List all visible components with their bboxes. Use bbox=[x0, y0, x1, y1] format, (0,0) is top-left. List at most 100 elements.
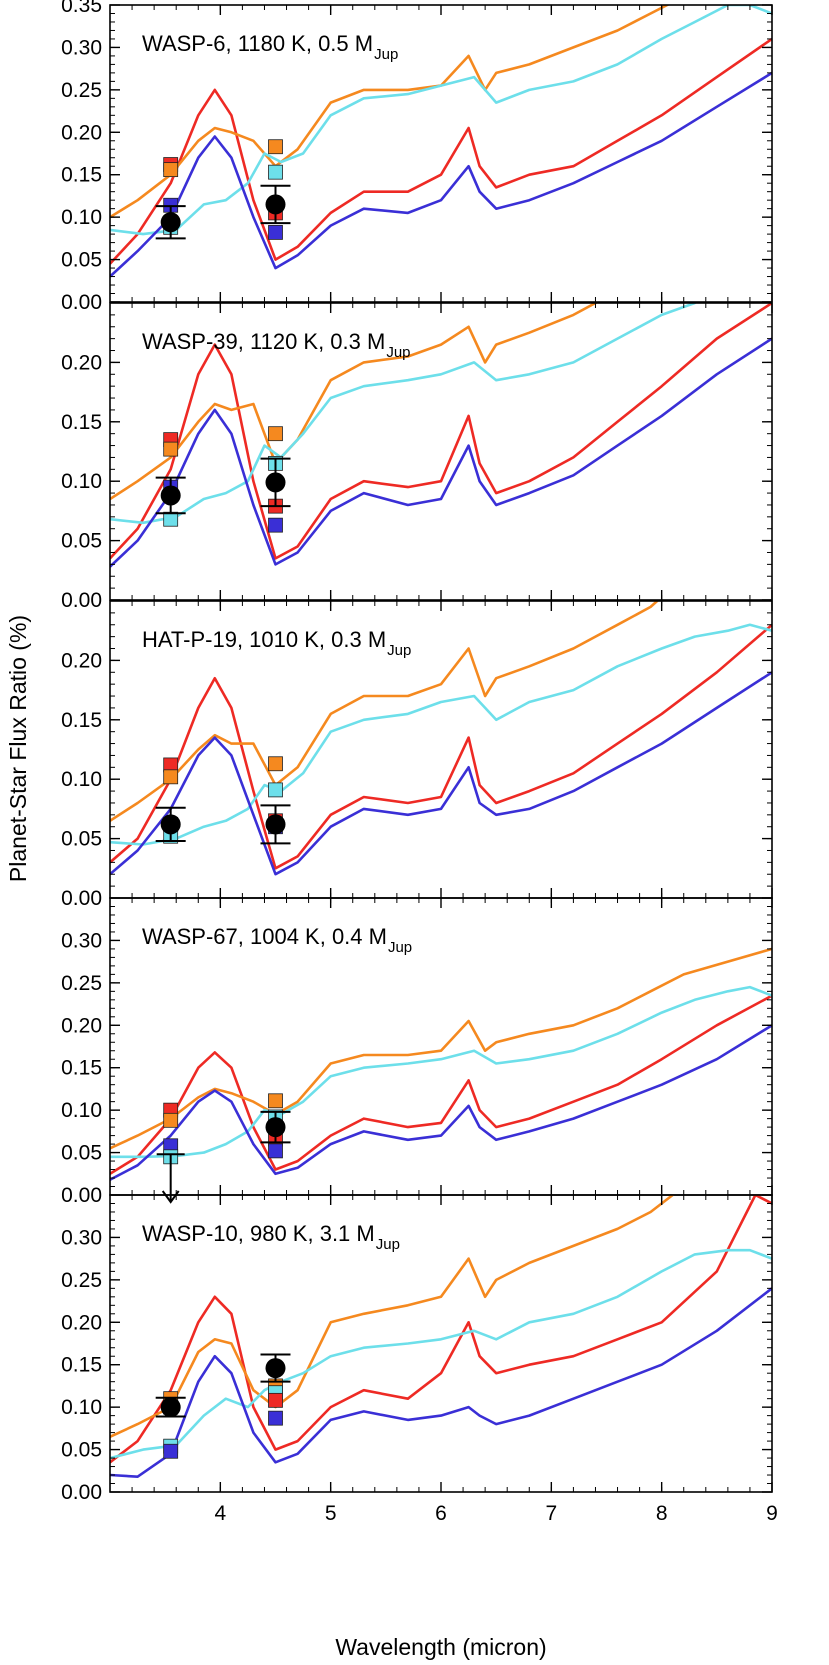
marker-cyan bbox=[268, 782, 283, 798]
series-line-blue bbox=[110, 1024, 772, 1181]
series-line-orange bbox=[110, 947, 772, 1150]
panel-wasp-6: 0.00 0.05 0.10 0.15 0.20 0.25 0.30 0.35 WASP-6, … bbox=[61, 0, 773, 314]
y-tick-label: 0.00 bbox=[61, 291, 102, 314]
panel-title-subscript: Jup bbox=[387, 642, 411, 659]
x-tick-label: 9 bbox=[766, 1502, 778, 1525]
y-tick-label: 0.20 bbox=[61, 649, 102, 672]
panel-wasp-10: 0.00 0.05 0.10 0.15 0.20 0.25 0.30 WASP-10, 980… bbox=[61, 1194, 773, 1504]
x-tick-label: 8 bbox=[656, 1502, 668, 1525]
marker-blue bbox=[268, 225, 283, 240]
panel-plot-area bbox=[110, 303, 772, 568]
marker-orange bbox=[268, 1093, 283, 1109]
y-tick-label: 0.30 bbox=[61, 929, 102, 952]
data-point bbox=[265, 194, 286, 215]
marker-blue bbox=[268, 1143, 283, 1159]
y-tick-label: 0.00 bbox=[61, 1184, 102, 1207]
y-tick-label: 0.00 bbox=[61, 589, 102, 612]
x-tick-label: 7 bbox=[545, 1502, 557, 1525]
marker-cyan bbox=[163, 511, 179, 527]
y-tick-label: 0.05 bbox=[61, 1439, 102, 1462]
panel-hat-p-19: 0.00 0.05 0.10 0.15 0.20 HAT-P-19, 1010 K, 0.… bbox=[61, 600, 773, 910]
panel-title-subscript: Jup bbox=[374, 46, 398, 63]
y-tick-label: 0.00 bbox=[61, 1481, 102, 1504]
y-tick-label: 0.10 bbox=[61, 1099, 102, 1122]
data-point bbox=[265, 814, 286, 835]
series-line-cyan bbox=[110, 623, 772, 846]
panel-plot-area bbox=[110, 5, 772, 278]
panel-title: WASP-39, 1120 K, 0.3 M bbox=[142, 329, 385, 354]
panel-wasp-67: 0.00 0.05 0.10 0.15 0.20 0.25 0.30 WASP-67, 100… bbox=[61, 897, 773, 1207]
data-point bbox=[160, 1397, 181, 1418]
x-tick-label: 5 bbox=[325, 1502, 337, 1525]
marker-cyan bbox=[268, 164, 283, 180]
panel-title-subscript: Jup bbox=[376, 1236, 400, 1253]
series-line-blue bbox=[110, 671, 772, 876]
x-axis-title: Wavelength (micron) bbox=[335, 1634, 546, 1660]
data-point bbox=[160, 814, 181, 835]
panels-layer: 0.00 0.05 0.10 0.15 0.20 0.25 0.30 0.35 WASP-6, … bbox=[61, 0, 773, 1504]
series-line-orange bbox=[110, 601, 660, 822]
y-tick-label: 0.05 bbox=[61, 530, 102, 553]
y-tick-label: 0.10 bbox=[61, 1396, 102, 1419]
panel-title: WASP-6, 1180 K, 0.5 M bbox=[142, 31, 373, 56]
y-tick-label: 0.15 bbox=[61, 1057, 102, 1080]
panel-title: WASP-10, 980 K, 3.1 M bbox=[142, 1221, 375, 1246]
y-tick-label: 0.05 bbox=[61, 828, 102, 851]
marker-orange bbox=[268, 139, 283, 155]
marker-orange bbox=[163, 162, 179, 178]
y-tick-label: 0.10 bbox=[61, 206, 102, 229]
marker-blue bbox=[163, 1443, 179, 1459]
y-tick-label: 0.25 bbox=[61, 79, 102, 102]
x-axis: 4 5 6 7 8 9 bbox=[214, 1502, 777, 1525]
series-line-blue bbox=[110, 1287, 772, 1478]
marker-orange bbox=[163, 769, 179, 785]
y-tick-label: 0.25 bbox=[61, 1269, 102, 1292]
y-tick-label: 0.35 bbox=[61, 0, 102, 17]
data-point bbox=[160, 485, 181, 506]
y-tick-label: 0.20 bbox=[61, 351, 102, 374]
marker-blue bbox=[268, 517, 283, 533]
series-line-orange bbox=[110, 1195, 675, 1438]
y-tick-label: 0.15 bbox=[61, 709, 102, 732]
y-axis-title: Planet-Star Flux Ratio (%) bbox=[5, 615, 31, 882]
y-tick-label: 0.20 bbox=[61, 1311, 102, 1334]
marker-red bbox=[268, 1392, 283, 1408]
series-line-orange bbox=[110, 5, 670, 219]
data-point bbox=[265, 1117, 286, 1138]
x-tick-label: 4 bbox=[214, 1502, 226, 1525]
y-tick-label: 0.15 bbox=[61, 411, 102, 434]
y-tick-label: 0.15 bbox=[61, 1354, 102, 1377]
x-tick-label: 6 bbox=[435, 1502, 447, 1525]
panel-plot-area bbox=[110, 1195, 772, 1478]
panel-plot-area bbox=[110, 947, 772, 1181]
y-tick-label: 0.30 bbox=[61, 36, 102, 59]
series-line-orange bbox=[110, 303, 599, 501]
y-tick-label: 0.20 bbox=[61, 121, 102, 144]
panel-wasp-39: 0.00 0.05 0.10 0.15 0.20 WASP-39, 1120 K, 0.3… bbox=[61, 302, 773, 612]
series-line-red bbox=[110, 623, 772, 870]
y-tick-label: 0.10 bbox=[61, 768, 102, 791]
series-line-red bbox=[110, 994, 772, 1175]
marker-orange bbox=[268, 756, 283, 772]
y-tick-label: 0.05 bbox=[61, 249, 102, 272]
panel-title: HAT-P-19, 1010 K, 0.3 M bbox=[142, 627, 386, 652]
marker-orange bbox=[268, 426, 283, 442]
y-tick-label: 0.00 bbox=[61, 887, 102, 910]
marker-blue bbox=[268, 1410, 283, 1426]
panel-title-subscript: Jup bbox=[386, 344, 410, 361]
panel-title-subscript: Jup bbox=[388, 939, 412, 956]
series-line-blue bbox=[110, 71, 772, 278]
panel-plot-area bbox=[110, 601, 772, 876]
series-line-cyan bbox=[110, 985, 772, 1159]
y-tick-label: 0.30 bbox=[61, 1226, 102, 1249]
marker-orange bbox=[163, 1112, 179, 1128]
series-line-cyan bbox=[110, 5, 772, 236]
marker-orange bbox=[163, 441, 179, 457]
series-line-red bbox=[110, 303, 772, 560]
data-point bbox=[265, 1358, 286, 1379]
series-line-red bbox=[110, 37, 772, 265]
y-tick-label: 0.15 bbox=[61, 164, 102, 187]
y-tick-label: 0.25 bbox=[61, 972, 102, 995]
